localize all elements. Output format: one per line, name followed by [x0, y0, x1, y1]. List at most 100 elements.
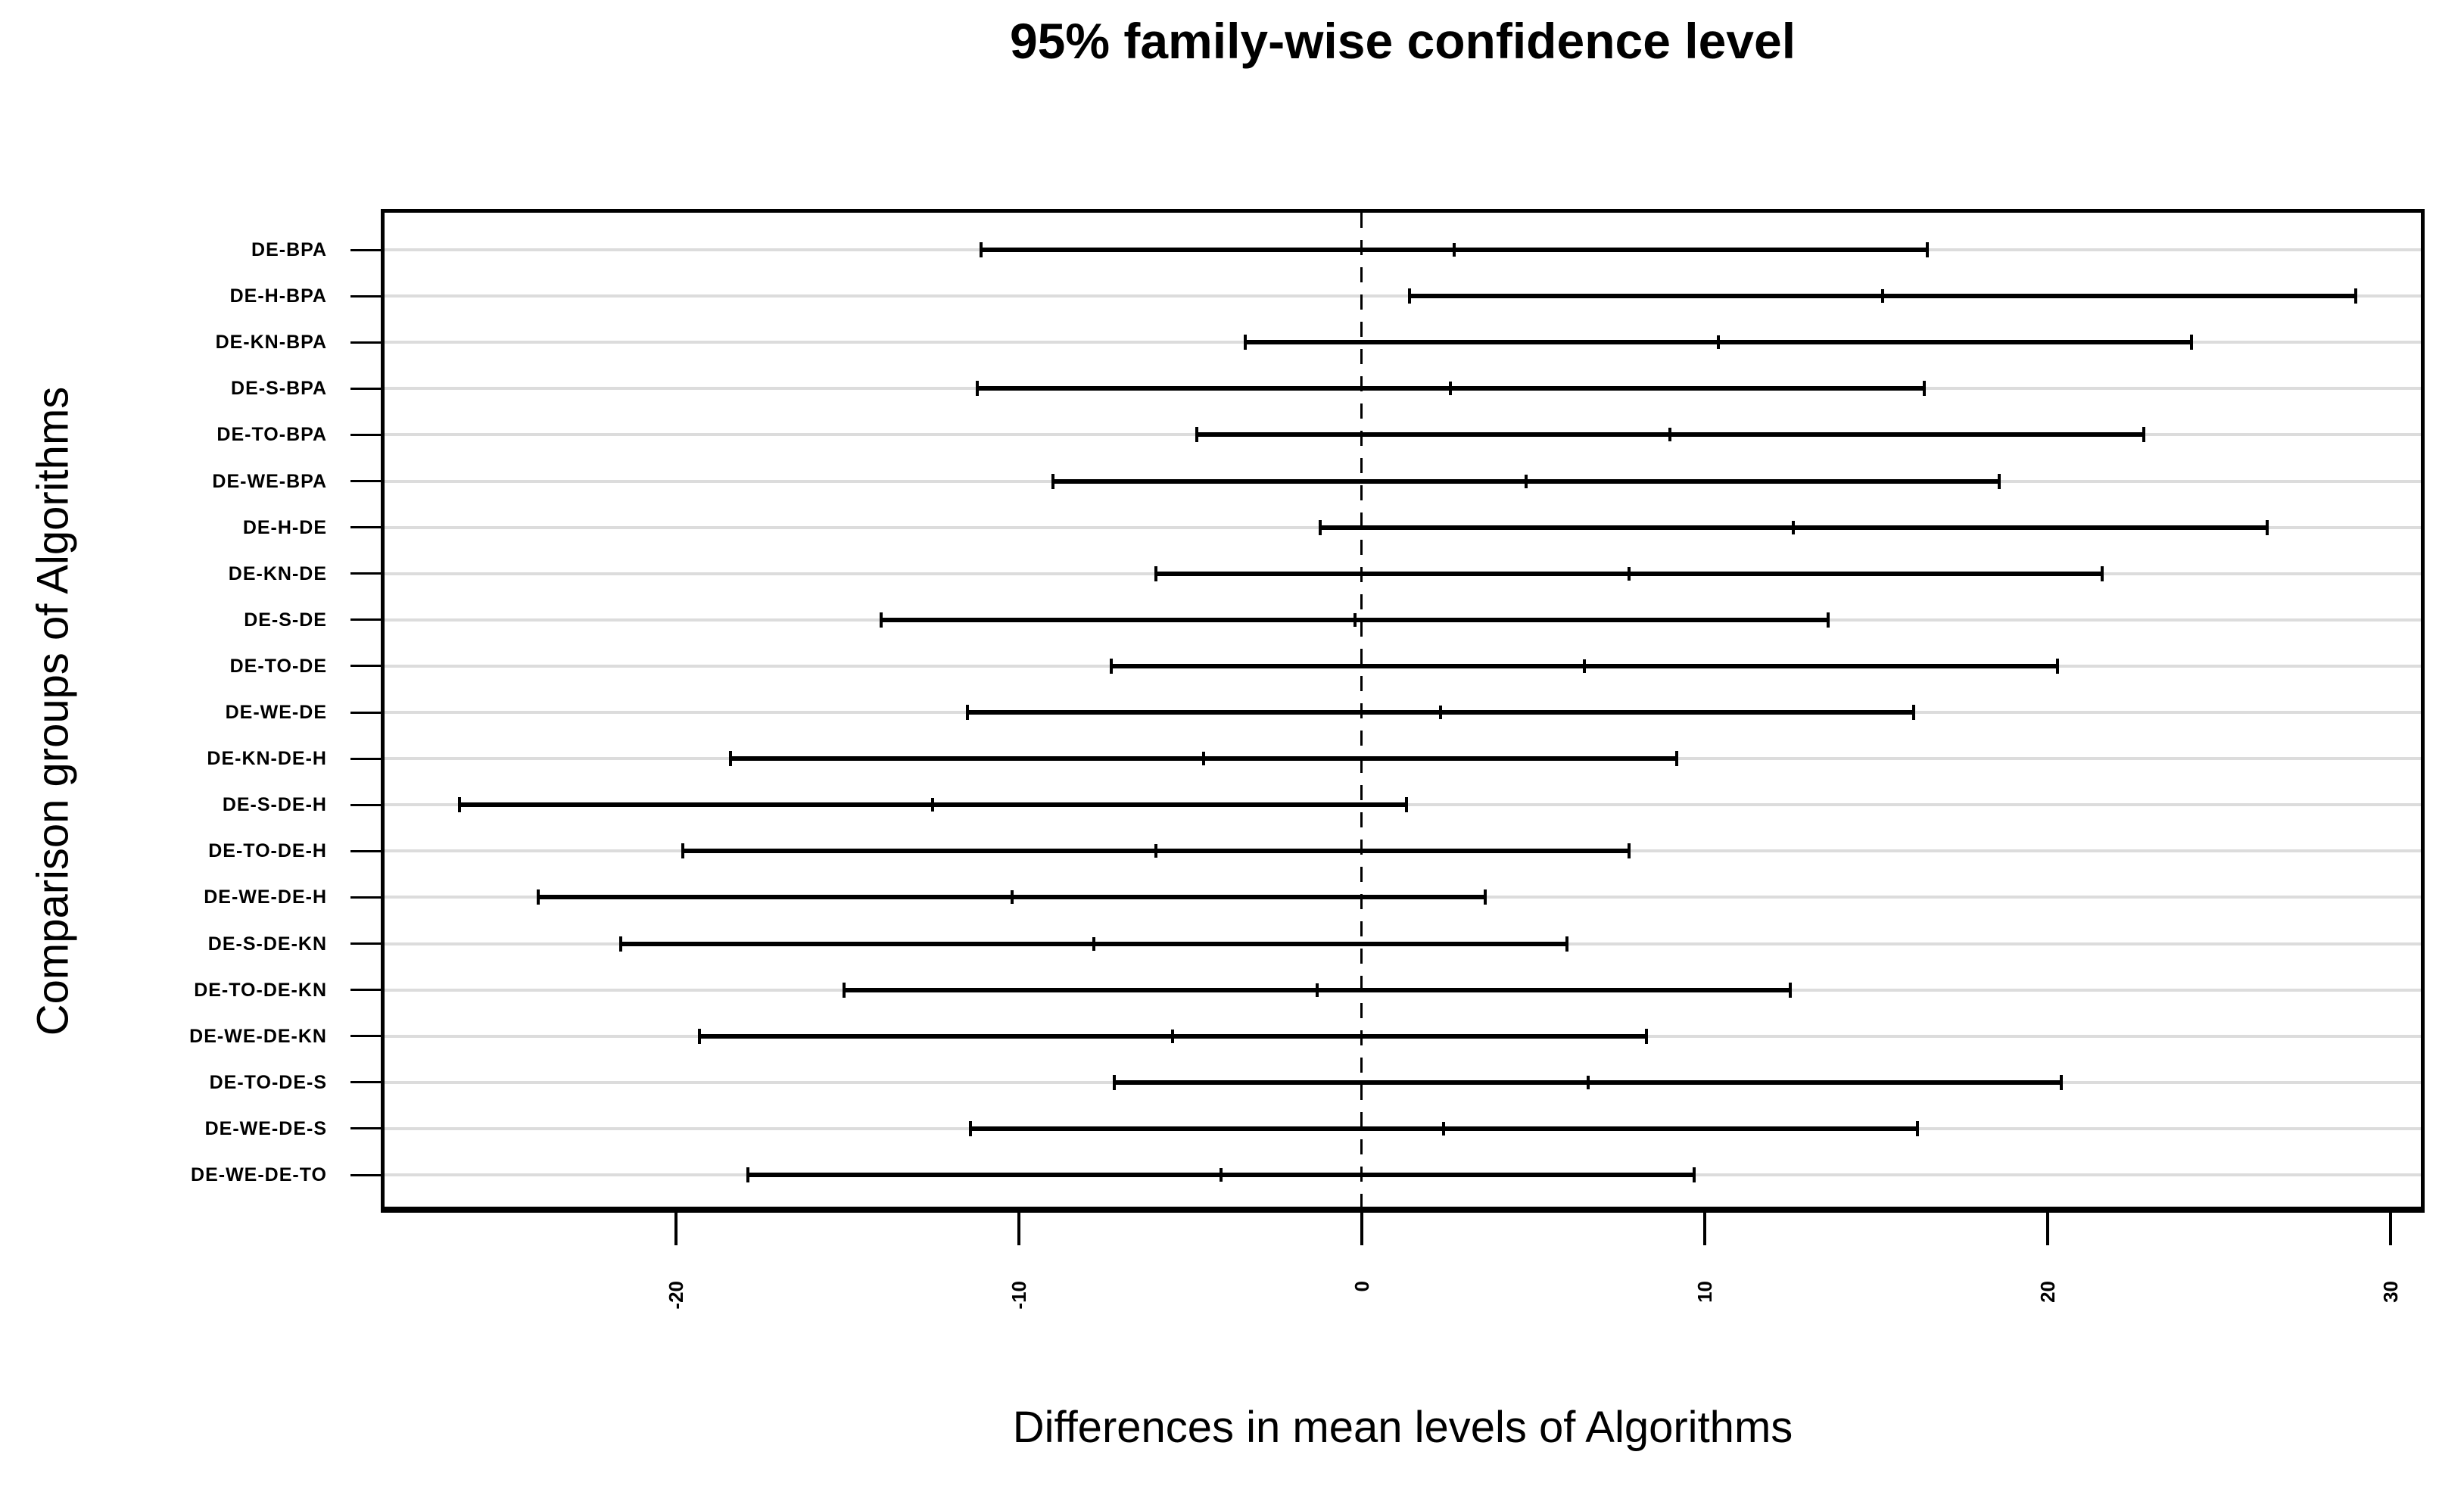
x-axis-tick [1702, 1213, 1706, 1245]
ci-lower-cap [976, 381, 980, 397]
ci-upper-cap [1404, 797, 1408, 813]
chart-title: 95% family-wise confidence level [1009, 13, 1796, 69]
ci-lower-cap [1319, 519, 1322, 535]
y-axis-tick [350, 526, 381, 529]
ci-lower-cap [965, 705, 969, 720]
y-axis-label: DE-TO-BPA [216, 424, 327, 446]
y-axis-label: DE-WE-DE-S [204, 1117, 327, 1139]
ci-center-tick [1315, 983, 1319, 997]
ci-center-tick [1627, 566, 1631, 581]
y-axis-label: DE-TO-DE [229, 655, 327, 677]
y-axis-tick [350, 896, 381, 899]
ci-center-tick [1716, 335, 1720, 350]
ci-lower-cap [746, 1167, 749, 1182]
y-axis-tick [350, 341, 381, 344]
ci-center-tick [1668, 428, 1672, 442]
y-axis-tick [350, 294, 381, 298]
ci-upper-cap [2056, 658, 2060, 674]
y-axis-label: DE-WE-DE-KN [189, 1025, 327, 1047]
ci-upper-cap [1826, 612, 1830, 628]
y-axis-label: DE-S-DE-KN [207, 933, 327, 955]
y-axis-label: DE-WE-DE [225, 702, 327, 723]
ci-upper-cap [1926, 242, 1930, 257]
ci-lower-cap [1051, 473, 1054, 489]
x-axis-tick-label: 10 [1693, 1281, 1716, 1303]
ci-lower-cap [729, 751, 733, 767]
ci-lower-cap [458, 797, 462, 813]
ci-lower-cap [880, 612, 883, 628]
ci-center-tick [931, 798, 935, 812]
y-axis-tick [350, 757, 381, 760]
ci-center-tick [1219, 1168, 1223, 1182]
row-gridline [385, 294, 2421, 298]
ci-upper-cap [2354, 288, 2358, 304]
x-axis-tick [1017, 1213, 1020, 1245]
ci-upper-cap [1915, 1120, 1919, 1136]
ci-center-tick [1452, 243, 1456, 257]
ci-upper-cap [2142, 427, 2145, 443]
ci-upper-cap [2265, 519, 2269, 535]
y-axis-label: DE-WE-BPA [212, 470, 327, 492]
ci-upper-cap [1922, 381, 1926, 397]
ci-center-tick [1154, 844, 1157, 858]
y-axis-tick [350, 942, 381, 945]
y-axis-tick [350, 387, 381, 390]
ci-lower-cap [698, 1028, 702, 1044]
y-axis-tick [350, 1035, 381, 1038]
ci-center-tick [1449, 382, 1453, 396]
ci-lower-cap [681, 843, 684, 859]
x-axis-tick-label: 30 [2378, 1281, 2402, 1303]
ci-upper-cap [2101, 565, 2104, 581]
ci-lower-cap [1113, 1074, 1117, 1090]
ci-lower-cap [619, 936, 623, 952]
y-axis-label: DE-KN-BPA [215, 332, 327, 354]
ci-upper-cap [1675, 751, 1679, 767]
ci-lower-cap [979, 242, 983, 257]
ci-lower-cap [1154, 565, 1157, 581]
y-axis-tick [350, 665, 381, 668]
ci-upper-cap [1565, 936, 1569, 952]
y-axis-label: DE-S-DE-H [222, 794, 327, 816]
y-axis-title-wrap: Comparison groups of Algorithms [11, 209, 95, 1213]
ci-upper-cap [2189, 335, 2193, 350]
ci-center-tick [1092, 936, 1096, 951]
x-axis-tick [2045, 1213, 2049, 1245]
x-axis-title: Differences in mean levels of Algorithms [1012, 1403, 1793, 1452]
y-axis-label: DE-TO-DE-S [209, 1071, 327, 1093]
ci-center-tick [1442, 1121, 1446, 1136]
ci-center-tick [1586, 1075, 1590, 1089]
ci-upper-cap [1627, 843, 1631, 859]
ci-upper-cap [2059, 1074, 2063, 1090]
y-axis-label: DE-KN-DE [228, 562, 327, 584]
ci-lower-cap [1109, 658, 1113, 674]
ci-center-tick [1792, 520, 1796, 534]
y-axis-label: DE-H-BPA [229, 285, 327, 307]
ci-upper-cap [1998, 473, 2001, 489]
ci-upper-cap [1483, 889, 1487, 905]
zero-reference-line [1360, 213, 1363, 1207]
x-axis-tick-label: -20 [664, 1281, 687, 1310]
ci-center-tick [1353, 612, 1357, 627]
ci-center-tick [1202, 752, 1206, 766]
ci-upper-cap [1912, 705, 1915, 720]
y-axis-tick [350, 480, 381, 482]
ci-lower-cap [1195, 427, 1199, 443]
ci-lower-cap [537, 889, 540, 905]
x-axis-tick [1360, 1213, 1363, 1245]
ci-center-tick [1438, 706, 1442, 719]
ci-center-tick [1525, 474, 1528, 488]
y-axis-tick [350, 849, 381, 852]
y-axis-label: DE-BPA [251, 239, 327, 260]
y-axis-tick [350, 433, 381, 436]
ci-center-tick [1010, 890, 1014, 905]
y-axis-label: DE-TO-DE-KN [194, 979, 327, 1001]
y-axis-label: DE-KN-DE-H [207, 748, 327, 770]
ci-upper-cap [1693, 1167, 1696, 1182]
y-axis-tick [350, 1127, 381, 1130]
x-axis-tick [674, 1213, 678, 1245]
x-axis-tick-label: 0 [1350, 1281, 1373, 1292]
y-axis-tick [350, 572, 381, 575]
y-axis-label: DE-S-BPA [231, 378, 327, 400]
y-axis-tick [350, 1081, 381, 1084]
